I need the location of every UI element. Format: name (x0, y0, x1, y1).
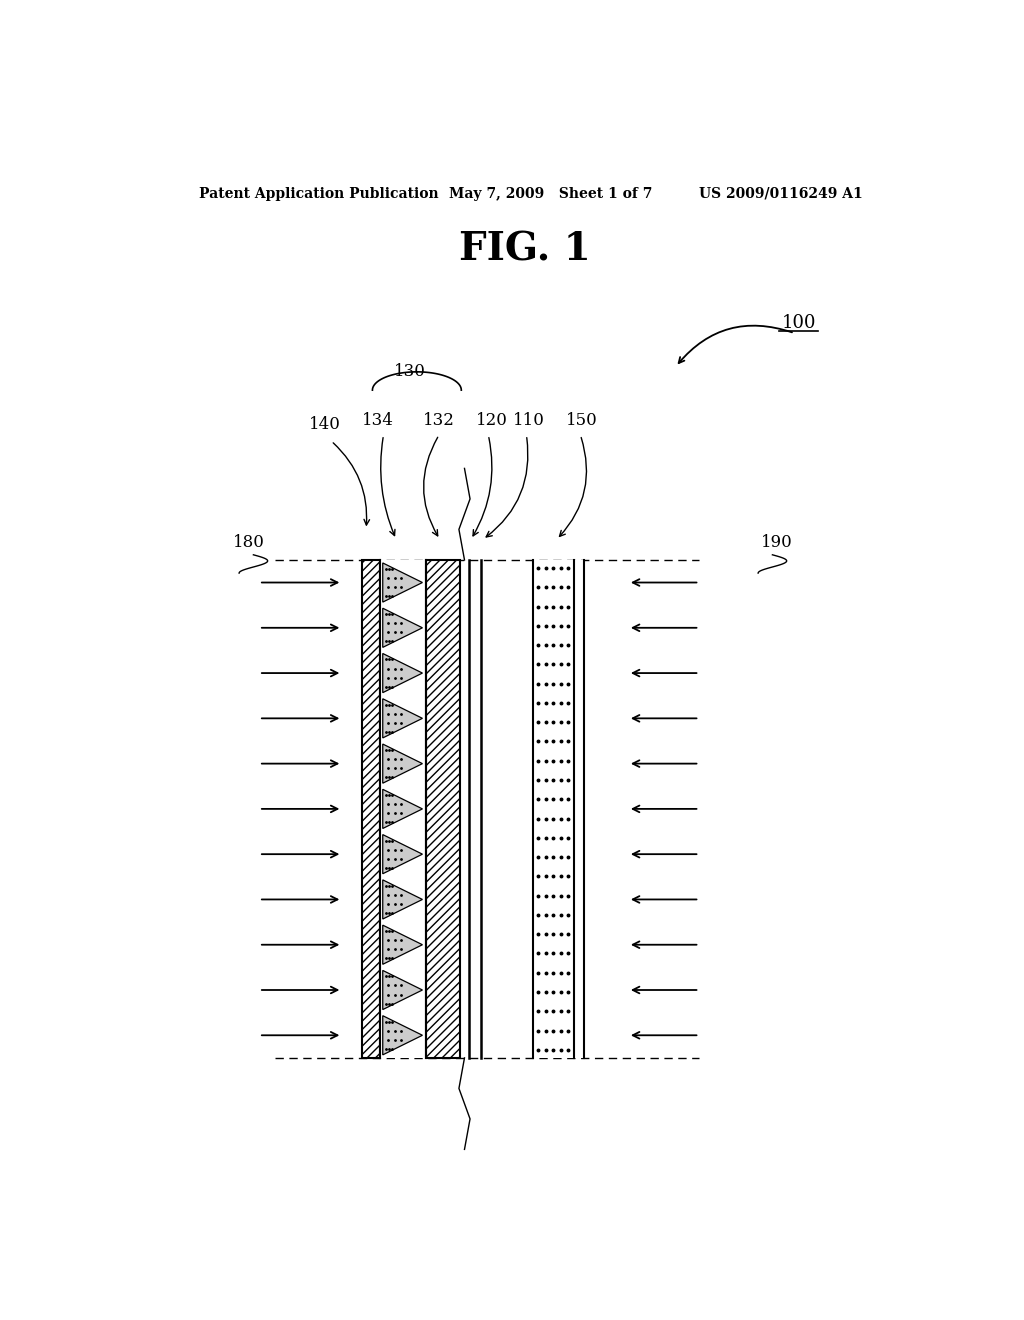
Text: FIG. 1: FIG. 1 (459, 231, 591, 269)
Text: 120: 120 (475, 412, 508, 429)
Polygon shape (383, 698, 423, 738)
Polygon shape (383, 925, 423, 965)
Polygon shape (383, 653, 423, 693)
Text: 150: 150 (566, 412, 598, 429)
Text: 100: 100 (781, 314, 816, 333)
Polygon shape (383, 1015, 423, 1055)
Bar (426, 560, 460, 1057)
Text: May 7, 2009   Sheet 1 of 7: May 7, 2009 Sheet 1 of 7 (450, 187, 652, 201)
Polygon shape (383, 970, 423, 1010)
Text: 180: 180 (232, 535, 264, 550)
Polygon shape (383, 834, 423, 874)
Bar (362, 560, 380, 1057)
Text: 110: 110 (513, 412, 545, 429)
Text: 140: 140 (309, 416, 341, 433)
Bar (380, 560, 426, 1057)
Bar (532, 560, 584, 1057)
Text: 130: 130 (394, 363, 426, 380)
Polygon shape (383, 880, 423, 919)
Polygon shape (383, 789, 423, 829)
Text: 134: 134 (362, 412, 394, 429)
Text: US 2009/0116249 A1: US 2009/0116249 A1 (699, 187, 863, 201)
Polygon shape (383, 562, 423, 602)
Polygon shape (383, 744, 423, 783)
Text: 132: 132 (423, 412, 455, 429)
Polygon shape (383, 609, 423, 647)
Text: Patent Application Publication: Patent Application Publication (200, 187, 439, 201)
Text: 190: 190 (761, 535, 793, 550)
